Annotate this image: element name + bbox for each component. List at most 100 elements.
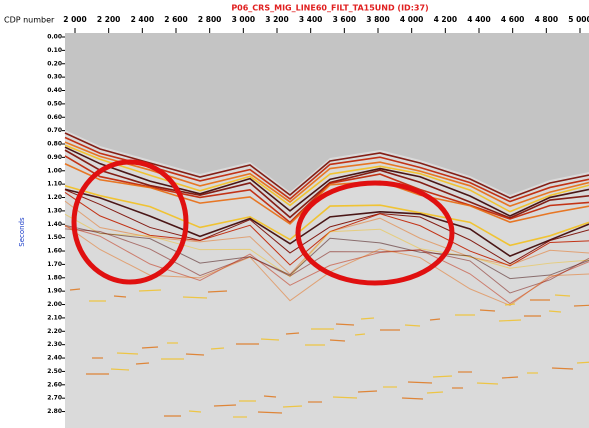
y-tick-label: 0.20 [47, 60, 62, 67]
y-tick-label: 0.50 [47, 100, 62, 107]
reflector [69, 288, 81, 291]
reflector [551, 367, 574, 370]
reflector [64, 144, 589, 213]
y-tick-label: 0.90 [47, 154, 62, 161]
reflector [185, 353, 205, 356]
reflector [476, 382, 499, 385]
x-tick-label: 4 400 [467, 15, 491, 24]
reflector [64, 149, 589, 219]
reflector [141, 346, 159, 349]
y-tick-label: 2.10 [47, 314, 62, 321]
reflector [429, 318, 441, 321]
reflector [498, 319, 522, 322]
reflector [260, 338, 280, 341]
x-tick-label: 3 200 [265, 15, 289, 24]
y-tick-label: 0.40 [47, 87, 62, 94]
x-tick-label: 3 600 [333, 15, 357, 24]
x-tick-label: 4 600 [501, 15, 525, 24]
y-tick-label: 1.20 [47, 194, 62, 201]
reflector [554, 294, 571, 297]
reflector [432, 375, 453, 378]
y-tick-label: 0.00 [47, 34, 62, 41]
reflector [64, 224, 589, 280]
reflector [64, 163, 589, 225]
reflector [182, 296, 208, 299]
reflector [282, 405, 303, 408]
reflector [573, 304, 589, 307]
x-tick-label: 5 000 [568, 15, 589, 24]
y-tick-label: 2.70 [47, 395, 62, 402]
y-tick-label: 1.90 [47, 288, 62, 295]
reflector [504, 303, 516, 306]
reflector [64, 228, 589, 294]
y-tick-label: 1.60 [47, 248, 62, 255]
x-tick-label: 3 800 [366, 15, 390, 24]
reflector [263, 395, 277, 398]
x-tick-label: 2 200 [97, 15, 121, 24]
water-column [65, 33, 589, 195]
highlight-ellipse [71, 159, 189, 285]
reflector [210, 347, 225, 350]
reflector [207, 290, 228, 293]
reflector [285, 332, 300, 335]
x-tick-label: 4 800 [535, 15, 559, 24]
y-tick-label: 2.20 [47, 328, 62, 335]
y-tick-label: 1.40 [47, 221, 62, 228]
highlight-ellipse [295, 180, 455, 286]
x-tick-label: 2 000 [63, 15, 87, 24]
reflector [404, 324, 421, 327]
x-axis-label: CDP number [4, 16, 55, 25]
reflector [113, 295, 127, 298]
reflector [110, 368, 130, 371]
x-tick-label: 2 400 [131, 15, 155, 24]
reflector [426, 391, 444, 394]
reflector [135, 362, 150, 365]
y-tick-label: 0.70 [47, 127, 62, 134]
reflector [501, 376, 519, 379]
reflector [360, 317, 375, 320]
reflector [64, 141, 589, 208]
reflector [64, 146, 589, 217]
y-tick-label: 2.30 [47, 341, 62, 348]
y-tick-label: 1.10 [47, 181, 62, 188]
y-tick-label: 1.50 [47, 234, 62, 241]
reflector [64, 132, 589, 199]
x-tick-label: 2 600 [164, 15, 188, 24]
y-tick-label: 2.60 [47, 381, 62, 388]
reflector [213, 404, 237, 407]
reflector [116, 352, 139, 355]
reflector [479, 309, 496, 312]
y-tick-label: 2.50 [47, 368, 62, 375]
x-tick-label: 3 400 [299, 15, 323, 24]
reflector [64, 184, 589, 247]
reflector [335, 323, 355, 326]
reflector [548, 310, 562, 313]
y-tick-label: 2.00 [47, 301, 62, 308]
y-tick-label: 2.40 [47, 355, 62, 362]
y-tick-label: 0.10 [47, 47, 62, 54]
reflector [64, 225, 589, 305]
reflector [188, 410, 202, 413]
y-tick-label: 1.70 [47, 261, 62, 268]
y-tick-label: 0.30 [47, 74, 62, 81]
reflector [138, 289, 162, 292]
reflector [257, 411, 283, 414]
reflector [64, 188, 589, 258]
y-axis-label: Seconds [18, 217, 26, 247]
x-tick-label: 3 000 [232, 15, 256, 24]
reflector [64, 189, 589, 265]
y-tick-label: 1.80 [47, 274, 62, 281]
y-tick-label: 1.00 [47, 167, 62, 174]
reflector [329, 339, 346, 342]
x-tick-label: 2 800 [198, 15, 222, 24]
y-tick-label: 1.30 [47, 207, 62, 214]
reflector [332, 396, 358, 399]
reflector [354, 333, 366, 336]
y-tick-label: 0.60 [47, 114, 62, 121]
reflector [357, 390, 378, 393]
reflector [401, 397, 424, 400]
x-tick-label: 4 000 [400, 15, 424, 24]
reflectors [64, 132, 589, 418]
reflector [407, 381, 433, 384]
